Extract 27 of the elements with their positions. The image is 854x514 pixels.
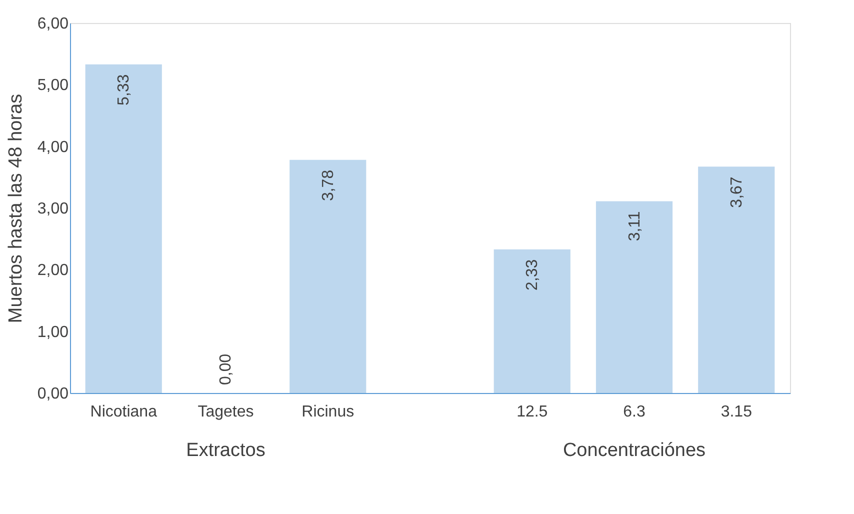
y-tick-label: 5,00 <box>37 77 69 94</box>
data-label: 2,33 <box>524 259 542 290</box>
data-label: 0,00 <box>218 354 235 385</box>
x-tick-label: 3.15 <box>720 404 752 420</box>
x-tick-label: Tagetes <box>198 404 254 420</box>
x-tick-label: 12.5 <box>516 404 548 420</box>
bar <box>698 166 775 393</box>
y-tick-label: 1,00 <box>37 324 69 341</box>
data-label: 3,11 <box>626 211 644 242</box>
text: Concentraciónes <box>562 440 706 461</box>
y-tick-label: 6,00 <box>37 16 69 32</box>
y-axis-title: Muertos hasta las 48 horas <box>5 94 26 324</box>
bar <box>290 160 366 393</box>
bar <box>494 249 570 393</box>
bar <box>85 64 162 393</box>
y-tick-label: 3,00 <box>37 200 69 218</box>
data-label: 5,33 <box>116 74 133 106</box>
y-tick-label: 2,00 <box>37 262 69 280</box>
y-tick-label: 4,00 <box>37 138 69 156</box>
data-label: 3,78 <box>320 170 337 202</box>
x-tick-label: Ricinus <box>302 404 354 420</box>
y-tick-label: 0,00 <box>37 386 69 402</box>
x-tick-label: Nicotiana <box>90 404 158 420</box>
x-tick-label: 6.3 <box>623 404 646 420</box>
text: Extractos <box>186 440 266 461</box>
data-label: 3,67 <box>728 176 746 208</box>
bar <box>596 201 673 393</box>
